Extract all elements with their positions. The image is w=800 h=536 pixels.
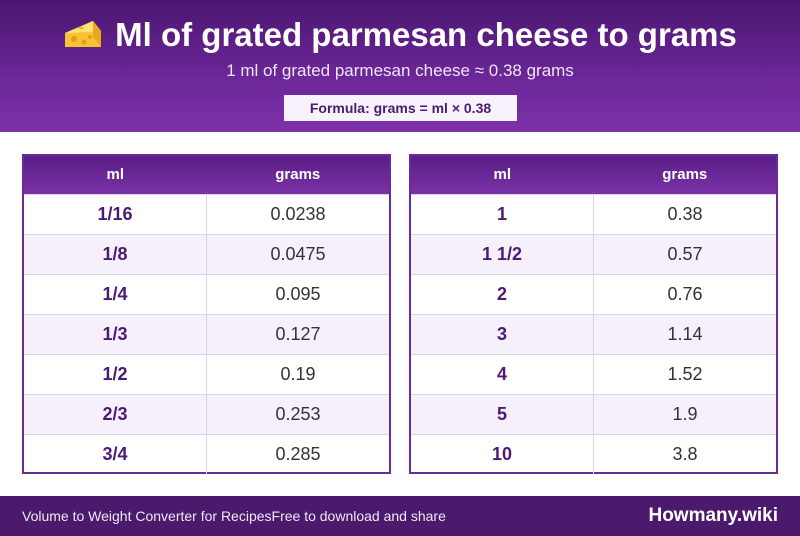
ml-value: 4 (411, 355, 594, 394)
ml-value: 2 (411, 275, 594, 314)
cheese-icon (65, 21, 102, 47)
grams-value: 0.253 (275, 404, 321, 424)
ml-value: 5 (411, 395, 594, 434)
table-row: 2/3 0.253 (24, 394, 389, 434)
ml-value: 3 (411, 315, 594, 354)
table-row: 5 1.9 (411, 394, 776, 434)
grams-value: 0.0475 (270, 244, 326, 264)
table-row: 1/2 0.19 (24, 354, 389, 394)
footer-bar: Volume to Weight Converter for RecipesFr… (0, 496, 800, 536)
header-banner: Ml of grated parmesan cheese to grams 1 … (0, 0, 800, 132)
grams-value: 0.0238 (270, 204, 326, 224)
title-text: Ml of grated parmesan cheese to grams (115, 16, 737, 53)
ml-value: 10 (411, 435, 594, 474)
table-row: 3/4 0.285 (24, 434, 389, 474)
ml-value: 1/16 (24, 195, 207, 234)
ml-value: 1/8 (24, 235, 207, 274)
conversion-table-right: ml grams 1 0.38 1 1/2 0.57 2 0.76 3 1.14… (409, 154, 778, 474)
ml-value: 1/2 (24, 355, 207, 394)
ml-value: 1 1/2 (411, 235, 594, 274)
grams-value: 1.9 (672, 404, 698, 424)
grams-value: 0.19 (280, 364, 316, 384)
table-header: ml grams (24, 156, 389, 194)
ml-value: 1/4 (24, 275, 207, 314)
footer-tagline: Volume to Weight Converter for RecipesFr… (22, 508, 446, 524)
column-header-ml: ml (493, 166, 511, 183)
subtitle: 1 ml of grated parmesan cheese ≈ 0.38 gr… (226, 61, 574, 80)
table-row: 1/4 0.095 (24, 274, 389, 314)
table-header: ml grams (411, 156, 776, 194)
page-title: Ml of grated parmesan cheese to grams (0, 14, 800, 56)
grams-value: 1.52 (667, 364, 703, 384)
table-row: 1/16 0.0238 (24, 194, 389, 234)
table-row: 2 0.76 (411, 274, 776, 314)
table-row: 1/8 0.0475 (24, 234, 389, 274)
table-row: 1 0.38 (411, 194, 776, 234)
ml-value: 2/3 (24, 395, 207, 434)
grams-value: 0.57 (667, 244, 703, 264)
table-row: 3 1.14 (411, 314, 776, 354)
grams-value: 0.285 (275, 444, 321, 464)
column-header-grams: grams (662, 166, 708, 183)
conversion-table-left: ml grams 1/16 0.0238 1/8 0.0475 1/4 0.09… (22, 154, 391, 474)
column-header-grams: grams (275, 166, 321, 183)
table-row: 1/3 0.127 (24, 314, 389, 354)
column-header-ml: ml (106, 166, 124, 183)
grams-value: 3.8 (672, 444, 698, 464)
ml-value: 1 (411, 195, 594, 234)
ml-value: 1/3 (24, 315, 207, 354)
grams-value: 0.76 (667, 284, 703, 304)
grams-value: 1.14 (667, 324, 703, 344)
grams-value: 0.38 (667, 204, 703, 224)
ml-value: 3/4 (24, 435, 207, 474)
table-row: 4 1.52 (411, 354, 776, 394)
formula-badge: Formula: grams = ml × 0.38 (284, 95, 517, 121)
grams-value: 0.095 (275, 284, 321, 304)
brand-logo-text: Howmany.wiki (648, 505, 778, 526)
table-row: 1 1/2 0.57 (411, 234, 776, 274)
table-row: 10 3.8 (411, 434, 776, 474)
grams-value: 0.127 (275, 324, 321, 344)
